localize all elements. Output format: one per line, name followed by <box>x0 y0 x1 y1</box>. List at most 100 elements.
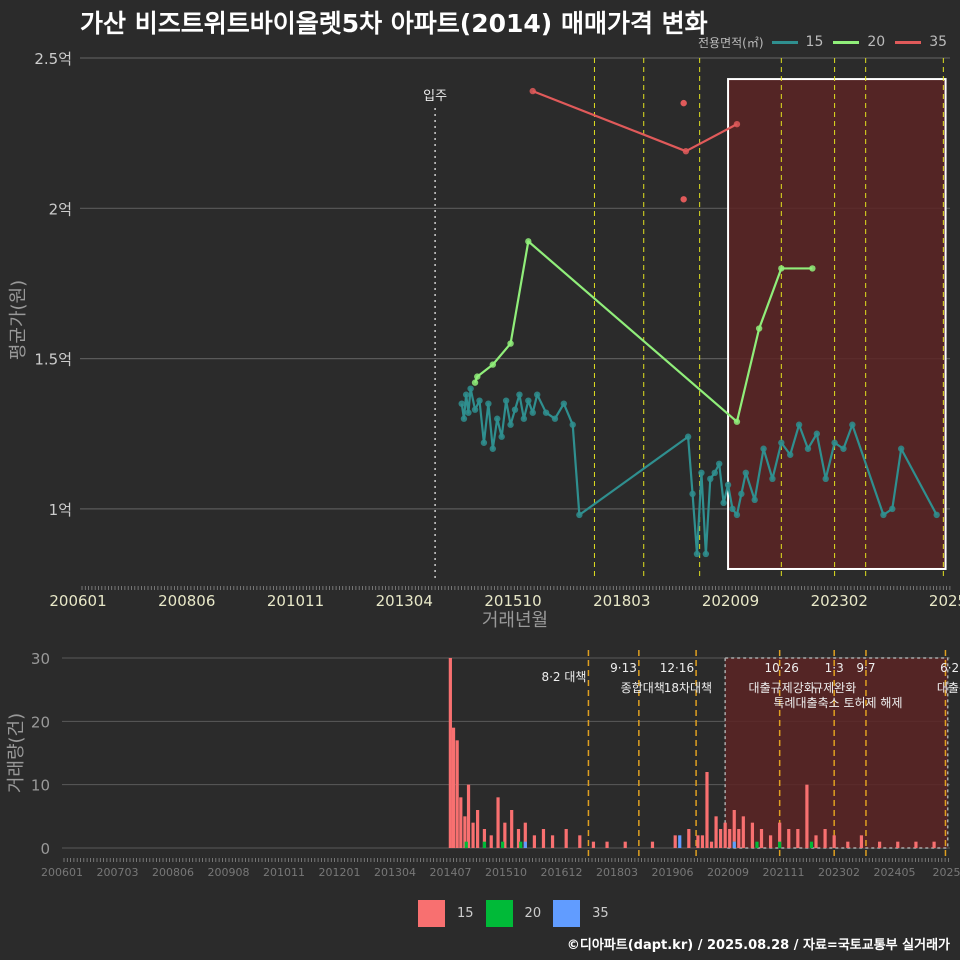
data-point-15 <box>711 469 718 477</box>
data-point-15 <box>880 511 887 519</box>
data-point-15 <box>698 469 705 477</box>
legend-bottom-label-20: 20 <box>524 906 542 921</box>
volume-bar-15 <box>541 829 546 848</box>
volume-bar-15 <box>564 829 568 848</box>
volume-bar-20 <box>732 841 736 848</box>
volume-bar-15 <box>705 772 709 848</box>
volume-bar-15 <box>832 835 836 848</box>
volume-bar-15 <box>741 816 745 848</box>
volume-bar-15 <box>814 835 818 848</box>
legend-bottom-item-35: 35 <box>553 900 609 927</box>
data-point-15 <box>525 397 532 404</box>
y-tick-label: 10 <box>31 777 50 795</box>
data-point-15 <box>494 415 501 422</box>
volume-bar-15 <box>932 841 936 848</box>
event-date-label: 9·13 <box>610 661 637 675</box>
volume-bar-15 <box>714 816 718 848</box>
data-point-15 <box>933 511 940 519</box>
volume-bar-15 <box>737 829 741 848</box>
y-tick-label: 20 <box>31 713 50 731</box>
data-point-15 <box>795 421 803 428</box>
legend-top-item-35: 35 <box>895 34 947 50</box>
data-point-15 <box>498 433 505 440</box>
volume-bar-20 <box>809 841 814 848</box>
legend-swatch-35 <box>553 900 581 927</box>
data-point-20 <box>525 238 532 245</box>
event-desc-label: 종합대책 <box>621 680 665 695</box>
volume-bar-15 <box>503 822 507 848</box>
event-date-label: 6·27 <box>940 661 960 675</box>
y-axis-title: 거래량(건) <box>6 713 27 793</box>
volume-bar-15 <box>523 822 527 848</box>
volume-bar-15 <box>463 816 467 848</box>
volume-bar-15 <box>455 740 459 848</box>
volume-bar-15 <box>787 829 791 848</box>
event-date-label: 8·2 대책 <box>541 669 586 684</box>
data-point-35 <box>680 99 687 107</box>
data-point-20 <box>778 265 785 272</box>
volume-bar-15 <box>700 835 705 848</box>
data-point-20 <box>507 340 514 347</box>
x-tick-label: 202405 <box>874 866 916 879</box>
legend-top-label-20: 20 <box>867 34 886 50</box>
x-tick-label: 200806 <box>152 866 194 879</box>
x-tick-label: 201304 <box>376 592 433 610</box>
volume-bar-15 <box>476 810 480 848</box>
data-point-20 <box>471 379 479 386</box>
y-tick-label: 2.5억 <box>34 50 72 68</box>
data-point-15 <box>551 415 559 422</box>
legend-bottom: 15 20 35 <box>418 900 621 927</box>
volume-bar-15 <box>451 727 456 848</box>
data-point-15 <box>460 415 468 422</box>
x-tick-label: 201803 <box>596 866 638 879</box>
volume-bar-20 <box>755 841 759 848</box>
legend-swatch-15 <box>418 900 445 927</box>
volume-bar-15 <box>673 835 677 848</box>
x-tick-label: 201510 <box>484 592 541 610</box>
volume-bar-15 <box>471 822 475 848</box>
data-point-35 <box>682 148 690 155</box>
x-tick-label: 201201 <box>319 866 361 879</box>
volume-bar-15 <box>496 797 500 848</box>
y-tick-label: 0 <box>40 840 50 858</box>
x-tick-label: 202009 <box>702 592 759 610</box>
x-tick-label: 201304 <box>374 866 416 879</box>
data-point-15 <box>849 421 856 428</box>
data-point-15 <box>511 406 519 413</box>
data-point-15 <box>738 490 745 498</box>
legend-bottom-item-20: 20 <box>485 900 542 927</box>
x-tick-label: 202302 <box>811 592 868 610</box>
data-point-20 <box>474 373 481 380</box>
x-tick-label: 202302 <box>818 866 860 879</box>
data-point-15 <box>787 451 794 458</box>
data-point-15 <box>560 400 568 407</box>
data-point-15 <box>465 409 472 416</box>
data-point-15 <box>489 445 497 452</box>
y-axis-title: 평균가(원) <box>8 280 29 360</box>
volume-bar-15 <box>805 784 809 848</box>
legend-line-20 <box>833 40 860 44</box>
data-point-20 <box>489 361 497 368</box>
event-desc-label: 대출규 <box>937 681 960 695</box>
x-tick-label: 2025 <box>929 592 960 610</box>
data-point-15 <box>471 406 479 413</box>
x-tick-label: 200601 <box>49 592 106 610</box>
data-point-20 <box>809 265 816 272</box>
legend-top-label-15: 15 <box>805 34 824 50</box>
x-tick-label: 201612 <box>541 866 583 879</box>
volume-bar-15 <box>750 822 755 848</box>
volume-bar-15 <box>466 784 471 848</box>
data-point-15 <box>889 505 896 513</box>
volume-bar-15 <box>448 658 452 848</box>
volume-bar-20 <box>778 841 782 848</box>
x-tick-label: 201510 <box>485 866 527 879</box>
data-point-15 <box>778 439 785 446</box>
volume-bar-15 <box>696 835 700 848</box>
highlight-band <box>727 78 947 570</box>
data-point-15 <box>702 550 710 558</box>
y-tick-label: 2억 <box>49 200 72 218</box>
data-point-15 <box>742 469 750 477</box>
legend-top-item-15: 15 <box>771 34 824 50</box>
data-point-15 <box>476 397 483 404</box>
data-point-15 <box>516 391 523 398</box>
